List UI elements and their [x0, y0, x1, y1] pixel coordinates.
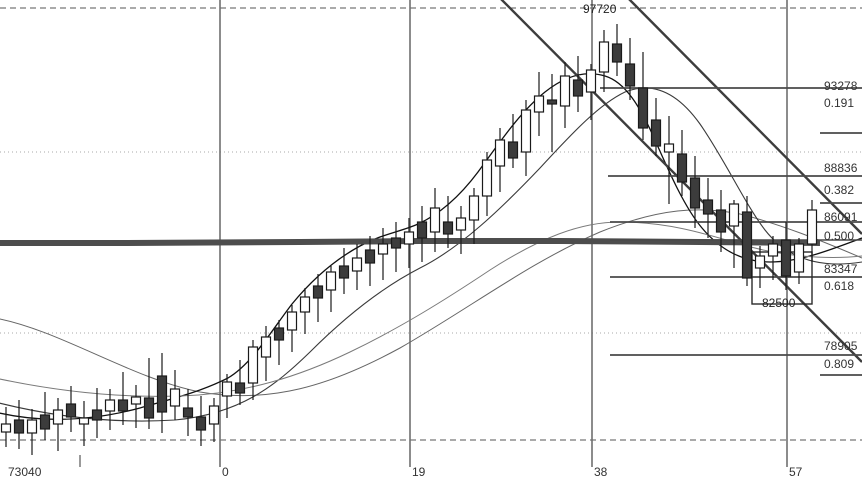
candle-body [520, 109, 532, 153]
candle-body [767, 243, 779, 257]
candle-body [208, 405, 220, 425]
candle-body [312, 285, 324, 299]
candle-body [637, 87, 649, 129]
x-axis-label-73040: 73040 [8, 465, 42, 479]
fib-ratio-0618: 0.618 [824, 279, 855, 293]
fib-ratio-0382: 0.382 [824, 183, 855, 197]
candle-body [624, 63, 636, 87]
candle-body [585, 69, 597, 93]
candle-body [234, 382, 246, 394]
candle-body [793, 243, 805, 273]
candle-body [325, 271, 337, 291]
candle-body [728, 203, 740, 227]
candle-body [572, 79, 584, 97]
x-axis-label-0: 0 [222, 465, 229, 479]
candle-body [221, 381, 233, 397]
candle-body [26, 419, 38, 434]
ma-long-curve [0, 209, 862, 397]
candle-body [559, 75, 571, 107]
candle-body [143, 397, 155, 419]
candle-body [611, 43, 623, 63]
candle-body [689, 177, 701, 209]
candle-body [546, 99, 558, 105]
ma-short-curve [0, 73, 862, 420]
candle-body [650, 119, 662, 147]
dashed-gridlines [0, 7, 862, 441]
candle-body [351, 257, 363, 272]
candle-body [741, 211, 753, 279]
candle-body [169, 388, 181, 407]
candle-body [403, 231, 415, 245]
candle-body [273, 327, 285, 341]
candle-body [0, 423, 12, 433]
candle-body [52, 409, 64, 425]
fibonacci-lines [600, 87, 862, 376]
candle-body [676, 153, 688, 183]
fib-ratio-0191: 0.191 [824, 96, 855, 110]
price-label-78905: 78905 [824, 339, 858, 353]
x-axis-label-19: 19 [412, 465, 426, 479]
candle-body [91, 409, 103, 421]
candle-body [494, 139, 506, 167]
candle-body [780, 239, 792, 277]
axis-lines [79, 455, 81, 467]
candle-body [195, 416, 207, 431]
ma-flat-thick [0, 238, 821, 246]
price-label-88836: 88836 [824, 161, 858, 175]
candle-body [468, 195, 480, 221]
price-label-83347: 83347 [824, 262, 858, 276]
candle-body [65, 403, 77, 418]
candle-body [286, 311, 298, 331]
candle-body [533, 95, 545, 113]
candle-body [663, 143, 675, 153]
candle-body [377, 243, 389, 255]
fib-ratio-0809: 0.809 [824, 357, 855, 371]
x-axis-label-38: 38 [594, 465, 608, 479]
candle-body [39, 414, 51, 430]
candle-body [156, 375, 168, 413]
candle-body [429, 207, 441, 233]
box-low-label: 82500 [762, 296, 796, 310]
candle-body [260, 336, 272, 358]
candle-body [598, 41, 610, 73]
candle-body [78, 417, 90, 425]
candle-body [702, 199, 714, 215]
candle-body [481, 159, 493, 197]
candle-body [247, 346, 259, 384]
fib-ratio-0500: 0.500 [824, 229, 855, 243]
candle-body [364, 249, 376, 264]
candle-body [13, 419, 25, 434]
candle-body [390, 237, 402, 249]
ma-medium-curve [0, 87, 862, 422]
candle-body [442, 221, 454, 235]
ma-slowest-curve [0, 221, 862, 397]
price-label-93278: 93278 [824, 79, 858, 93]
candle-body [299, 296, 311, 313]
candle-body [416, 221, 428, 239]
candle-body [117, 399, 129, 412]
candle-body [338, 265, 350, 279]
candle-body [455, 217, 467, 231]
candle-body [806, 209, 818, 245]
candle-body [507, 141, 519, 159]
candle-body [130, 396, 142, 405]
candle-body [104, 399, 116, 412]
candle-body [754, 255, 766, 269]
x-axis-label-57: 57 [789, 465, 803, 479]
candle-body [182, 407, 194, 418]
swing-high-label: 97720 [583, 2, 617, 16]
candle-series [0, 24, 818, 455]
price-label-86091: 86091 [824, 210, 858, 224]
candle-body [715, 209, 727, 233]
